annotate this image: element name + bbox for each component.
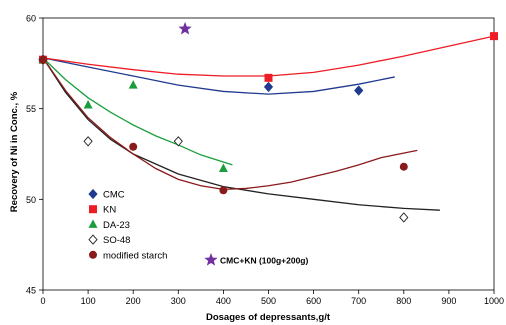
legend-marker-open-diamond	[88, 234, 98, 245]
x-tick-label: 500	[261, 296, 276, 306]
data-point-open-diamond	[399, 212, 409, 223]
plot-area-frame	[42, 17, 495, 291]
y-axis-label: Recovery of Ni in Conc., %	[9, 91, 20, 212]
data-point-square	[490, 32, 498, 41]
data-point-star	[178, 21, 192, 35]
x-tick-label: 100	[81, 296, 96, 306]
legend-marker-diamond	[88, 188, 98, 200]
legend: CMC KN DA-23 SO-48 modified starch	[88, 188, 167, 261]
trend-line-square	[42, 35, 495, 77]
x-tick-label: 1000	[484, 296, 504, 306]
data-point-open-diamond	[83, 136, 93, 147]
data-point-triangle	[128, 80, 138, 89]
x-tick-label: 400	[216, 296, 231, 306]
legend-label: modified starch	[103, 250, 167, 261]
legend-label: SO-48	[103, 235, 130, 246]
data-point-triangle	[218, 163, 228, 173]
legend-marker-triangle	[88, 219, 98, 228]
trend-line-diamond	[42, 57, 395, 95]
trend-lines	[42, 35, 495, 211]
axes: 0 100 200 300 400 500 600 700 800 900 1000 45 50 55 60	[26, 14, 504, 307]
trend-line-circle	[42, 57, 418, 191]
data-point-square	[264, 73, 273, 82]
legend-label: CMC+KN (100g+200g)	[220, 256, 309, 266]
legend-marker-circle	[89, 250, 97, 259]
star-legend: CMC+KN (100g+200g)	[204, 253, 309, 266]
y-tick-label: 60	[26, 14, 36, 24]
data-point-circle	[219, 186, 228, 195]
data-point-triangle	[83, 100, 93, 109]
x-tick-label: 700	[351, 296, 366, 306]
legend-marker-star	[204, 253, 218, 266]
x-axis-label: Dosages of depressants,g/t	[206, 312, 331, 323]
trend-line-triangle	[42, 57, 233, 166]
x-tick-label: 900	[441, 296, 456, 306]
data-point-open-diamond	[173, 136, 183, 147]
x-tick-label: 0	[40, 296, 45, 306]
data-point-diamond	[354, 85, 364, 96]
x-tick-label: 800	[396, 296, 411, 306]
x-tick-label: 600	[306, 296, 321, 306]
x-tick-label: 200	[126, 296, 141, 306]
legend-label: KN	[103, 205, 116, 216]
y-tick-label: 55	[26, 104, 36, 114]
data-markers	[38, 21, 498, 223]
data-point-circle	[129, 142, 138, 151]
legend-label: DA-23	[103, 220, 130, 231]
data-point-circle	[399, 162, 408, 171]
y-tick-label: 45	[26, 286, 36, 296]
x-tick-label: 300	[171, 296, 186, 306]
y-tick-label: 50	[26, 195, 36, 205]
legend-marker-square	[89, 205, 97, 214]
data-point-circle	[39, 55, 47, 64]
data-point-diamond	[263, 81, 274, 93]
trend-line-open-diamond	[42, 57, 440, 211]
legend-label: CMC	[103, 190, 125, 201]
